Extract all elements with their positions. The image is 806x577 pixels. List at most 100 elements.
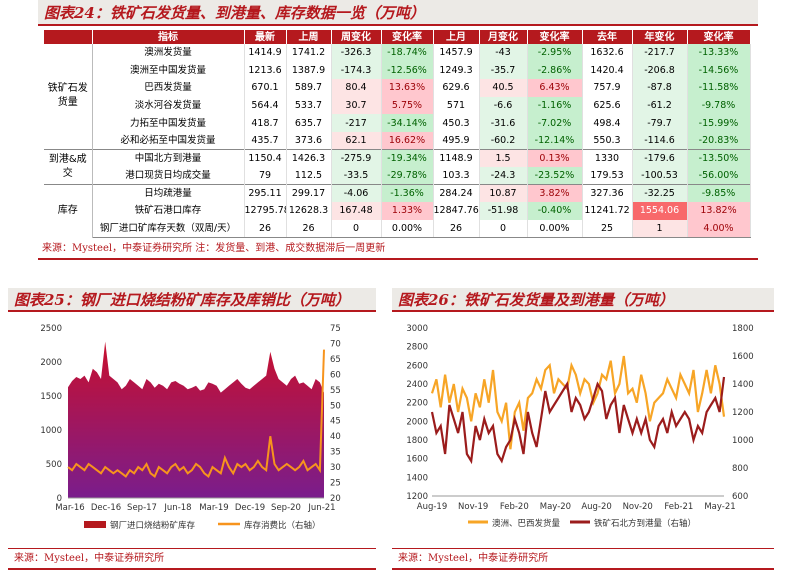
y2-tick-label: 1600 [732,352,754,362]
table-cell: -1.16% [527,96,583,115]
x-tick-label: Sep-17 [127,503,157,513]
table-cell: -12.14% [527,131,583,150]
table-cell: 13.82% [687,202,751,220]
table-cell: -275.9 [331,148,382,168]
series-line-ratio [67,349,325,478]
x-tick-label: Sep-20 [271,503,301,513]
table-cell: 635.7 [286,114,332,132]
table-cell: -43 [479,44,528,62]
chart25-svg: 0 500 1000 1500 2000 2500 20 25 30 35 40 45 50 55 60 65… [40,324,341,531]
header-cell: 变化率 [527,30,583,44]
row-label: 力拓至中国发货量 [92,114,245,132]
row-label: 澳洲至中国发货量 [92,61,245,80]
table-cell: -217 [331,114,382,132]
row-label: 中国北方到港量 [92,148,245,168]
table-cell: -4.06 [331,184,382,203]
table-cell: 1426.3 [286,148,332,168]
x-tick-label: May-20 [540,502,571,512]
table-cell: 1741.2 [286,44,332,62]
table-cell: 418.7 [244,114,287,132]
table-cell: -60.2 [479,131,528,150]
table-cell: -217.7 [632,44,688,62]
y2-tick-label: 70 [330,339,341,349]
table-cell: -326.3 [331,44,382,62]
header-cell [44,30,93,44]
table-cell: 625.6 [582,96,633,115]
table-cell: -2.86% [527,61,583,80]
table-cell: -19.34% [381,148,434,168]
table-cell: 1387.9 [286,61,332,80]
header-cell: 最新 [244,30,287,44]
table-cell: 12847.76 [433,202,480,220]
table-row: 铁矿石港口库存 12795.78 12628.3 167.48 1.33% 12847.7… [44,202,751,220]
table-cell: 79 [244,167,287,185]
table-cell: -29.78% [381,167,434,185]
table-cell: 112.5 [286,167,332,185]
table-cell: 1554.06 [632,202,688,220]
row-group-label: 到港&成交 [44,148,93,185]
table-cell: 1.33% [381,202,434,220]
table-row: 铁矿石发货量 澳洲发货量 1414.9 1741.2 -326.3 -18.74% 1457… [44,44,751,150]
table-cell: 1249.3 [433,61,480,80]
table-cell: -11.58% [687,79,751,97]
y2-tick-label: 1200 [732,408,754,418]
table-cell: 1148.9 [433,148,480,168]
table-cell: 5.75% [381,96,434,115]
header-cell: 变化率 [381,30,434,44]
legend-label-shipments: 澳洲、巴西发货量 [492,518,561,529]
y-tick-label: 3000 [406,324,428,334]
y2-tick-label: 30 [330,463,341,473]
row-label: 澳洲发货量 [92,44,245,62]
y2-tick-label: 55 [330,386,341,396]
legend-label-ratio: 库存消费比（右轴） [244,520,321,531]
table-cell: -1.36% [381,184,434,203]
table-cell: 62.1 [331,131,382,150]
table-cell: -6.6 [479,96,528,115]
row-label: 日均疏港量 [92,184,245,203]
y2-tick-label: 1400 [732,380,754,390]
table-cell: -32.25 [632,184,688,203]
table-cell: 571 [433,96,480,115]
table-cell: 80.4 [331,79,382,97]
table-cell: -33.5 [331,167,382,185]
table-cell: -34.14% [381,114,434,132]
y2-tick-label: 20 [330,494,341,504]
header-cell: 指标 [92,30,245,44]
x-tick-label: Mar-19 [199,503,228,513]
table-row: 巴西发货量 670.1 589.7 80.4 13.63% 629.6 40.5 6.43% 7… [44,79,751,97]
y-tick-label: 1200 [406,492,428,502]
chart26-source: 来源：Mysteel，中泰证券研究所 [392,548,774,570]
y2-tick-label: 40 [330,432,341,442]
x-tick-label: Dec-19 [235,503,265,513]
y2-tick-label: 600 [732,492,748,502]
table-cell: 1150.4 [244,148,287,168]
table-row: 淡水河谷发货量 564.4 533.7 30.7 5.75% 571 -6.6 -1.16% 6… [44,96,751,115]
y-tick-label: 2500 [40,324,62,334]
y2-tick-label: 35 [330,448,341,458]
x-tick-label: Aug-20 [581,502,611,512]
table-cell: 589.7 [286,79,332,97]
table-header-row: 指标 最新 上周 周变化 变化率 上月 月变化 变化率 去年 年变化 变化率 [44,30,751,44]
table-cell: 167.48 [331,202,382,220]
table-cell: -79.7 [632,114,688,132]
x-tick-label: Mar-16 [55,503,84,513]
y-tick-label: 1800 [406,436,428,446]
table-cell: 3.82% [527,184,583,203]
table-cell: 0 [331,219,382,238]
table-source-note: 来源：Mysteel，中泰证券研究所 注：发货量、到港、成交数据滞后一周更新 [38,240,758,260]
x-tick-label: Feb-20 [500,502,529,512]
table-cell: -61.2 [632,96,688,115]
table-cell: -14.56% [687,61,751,80]
series-line-shipments [430,355,726,450]
table-cell: -179.6 [632,148,688,168]
y-tick-label: 0 [57,494,62,504]
y2-tick-label: 1800 [732,324,754,334]
table-cell: 1632.6 [582,44,633,62]
table-cell: 550.3 [582,131,633,150]
table-cell: 1 [632,219,688,238]
table-cell: 373.6 [286,131,332,150]
table-cell: 11241.72 [582,202,633,220]
table-cell: 13.63% [381,79,434,97]
table-cell: 103.3 [433,167,480,185]
y2-tick-label: 75 [330,324,341,334]
